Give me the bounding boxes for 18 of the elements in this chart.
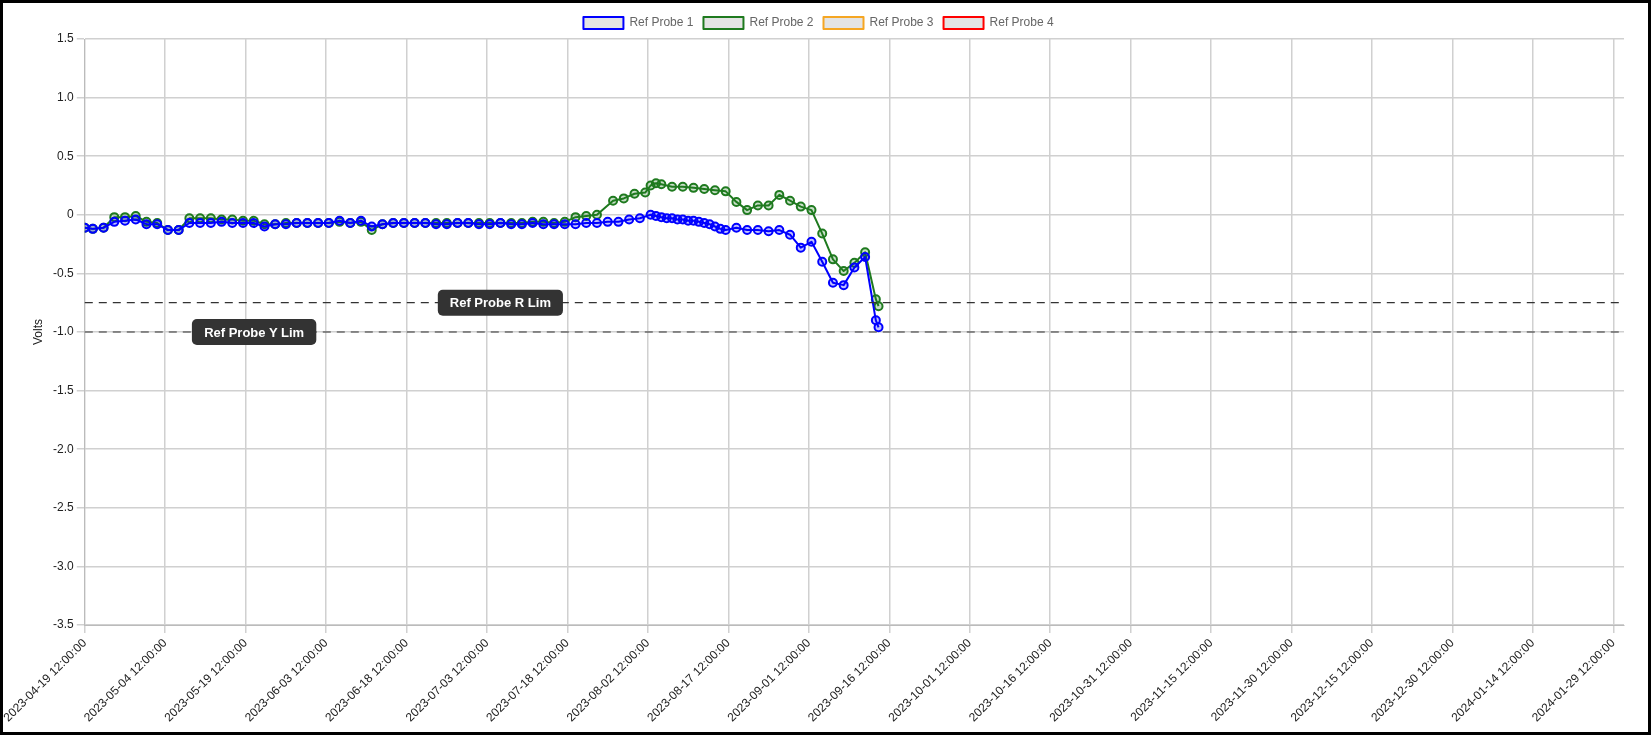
- legend-label: Ref Probe 3: [869, 15, 934, 30]
- y-tick-label: 1.0: [57, 89, 75, 104]
- ref-line-label: Ref Probe R Lim: [449, 295, 551, 311]
- y-tick-label: -1.5: [53, 382, 75, 397]
- legend-label: Ref Probe 4: [989, 15, 1054, 30]
- y-tick-label: -1.0: [53, 324, 75, 339]
- y-tick-label: -2.5: [53, 500, 75, 515]
- y-tick-label: -3.0: [53, 558, 75, 573]
- y-tick-label: -0.5: [53, 265, 75, 280]
- y-tick-label: -2.0: [53, 441, 75, 456]
- ref-line-label: Ref Probe Y Lim: [204, 324, 305, 340]
- y-tick-label: -3.5: [53, 617, 75, 632]
- y-axis-title: Volts: [31, 319, 46, 346]
- legend-label: Ref Probe 2: [749, 15, 814, 30]
- y-tick-label: 0.5: [57, 148, 75, 163]
- y-tick-label: 0: [67, 207, 75, 222]
- y-tick-label: 1.5: [57, 31, 75, 46]
- legend-label: Ref Probe 1: [629, 15, 694, 30]
